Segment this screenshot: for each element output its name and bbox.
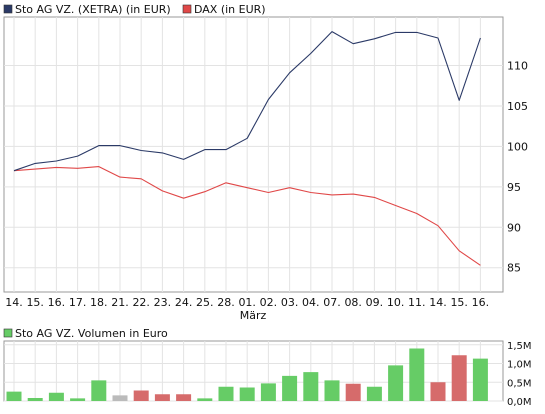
volume-bar <box>27 398 43 401</box>
volume-y-tick-label: 0,5M <box>507 378 532 389</box>
x-tick-label: 23. <box>154 296 172 309</box>
volume-bar <box>239 387 255 401</box>
price-y-tick-label: 100 <box>507 140 528 153</box>
x-tick-label: 28. <box>217 296 235 309</box>
x-tick-label: 24. <box>175 296 193 309</box>
volume-y-tick-label: 1,0M <box>507 360 532 371</box>
price-lines <box>13 31 481 266</box>
x-tick-label: 15. <box>26 296 44 309</box>
x-tick-label: 11. <box>408 296 426 309</box>
x-tick-label: 09. <box>366 296 384 309</box>
volume-y-tick-label: 1,5M <box>507 341 532 352</box>
price-y-tick-label: 105 <box>507 100 528 113</box>
x-tick-label: 16. <box>472 296 490 309</box>
volume-panel: 0,0M 0,5M 1,0M 1,5M <box>3 340 532 408</box>
x-tick-label: 21. <box>111 296 129 309</box>
volume-bar <box>197 398 213 401</box>
x-tick-label: 07. <box>323 296 341 309</box>
series-line-sto <box>13 31 481 172</box>
price-y-tick-label: 85 <box>507 262 521 275</box>
volume-bar <box>324 380 340 401</box>
volume-bar <box>48 392 64 401</box>
volume-y-axis: 0,0M 0,5M 1,0M 1,5M <box>507 341 532 408</box>
volume-bar <box>388 365 404 401</box>
volume-bar <box>409 348 425 401</box>
price-panel: 85 90 95 100 105 110 <box>3 16 528 293</box>
volume-bar <box>6 391 22 401</box>
x-tick-label: 17. <box>69 296 87 309</box>
x-tick-label: 25. <box>196 296 214 309</box>
x-axis-month-label: März <box>240 309 267 322</box>
volume-bar <box>133 390 149 401</box>
legend-swatch-sto <box>3 4 13 14</box>
x-tick-label: 01. <box>238 296 256 309</box>
price-y-tick-label: 90 <box>507 221 521 234</box>
legend-label-volume: Sto AG VZ. Volumen in Euro <box>15 327 168 340</box>
x-tick-label: 14. <box>429 296 447 309</box>
series-line-dax <box>13 166 481 266</box>
price-legend: Sto AG VZ. (XETRA) (in EUR) DAX (in EUR) <box>3 3 266 16</box>
volume-bars <box>6 348 488 401</box>
volume-bar <box>451 355 467 401</box>
volume-bar <box>303 372 319 401</box>
volume-bar <box>260 383 276 401</box>
x-tick-label: 08. <box>344 296 362 309</box>
price-y-tick-label: 95 <box>507 181 521 194</box>
volume-bar <box>154 394 170 401</box>
volume-bar <box>70 398 86 401</box>
legend-swatch-volume <box>3 328 13 338</box>
volume-legend: Sto AG VZ. Volumen in Euro <box>3 327 168 340</box>
x-tick-label: 03. <box>281 296 299 309</box>
volume-bar <box>345 383 361 401</box>
x-tick-label: 04. <box>302 296 320 309</box>
volume-bar <box>112 395 128 401</box>
x-tick-label: 14. <box>5 296 23 309</box>
volume-bar <box>430 382 446 401</box>
x-axis-labels: 14. 15. 16. 17. 18. 21. 22. 23. 24. 25. 28. 01. 02. 0… <box>5 296 489 309</box>
x-tick-label: 22. <box>132 296 150 309</box>
price-y-axis: 85 90 95 100 105 110 <box>507 60 528 275</box>
volume-bar <box>472 358 488 401</box>
volume-bar <box>176 394 192 401</box>
x-tick-label: 16. <box>48 296 66 309</box>
x-tick-label: 15. <box>450 296 468 309</box>
legend-label-sto: Sto AG VZ. (XETRA) (in EUR) <box>15 3 171 16</box>
price-plot-area <box>3 16 504 293</box>
volume-bar <box>366 386 382 401</box>
volume-y-tick-label: 0,0M <box>507 397 532 408</box>
legend-swatch-dax <box>182 4 192 14</box>
x-tick-label: 02. <box>260 296 278 309</box>
volume-bar <box>218 386 234 401</box>
x-tick-label: 18. <box>90 296 108 309</box>
legend-label-dax: DAX (in EUR) <box>194 3 266 16</box>
x-tick-label: 10. <box>387 296 405 309</box>
volume-bar <box>282 375 298 401</box>
price-grid <box>4 17 503 292</box>
volume-bar <box>91 380 107 401</box>
price-y-tick-label: 110 <box>507 60 528 73</box>
